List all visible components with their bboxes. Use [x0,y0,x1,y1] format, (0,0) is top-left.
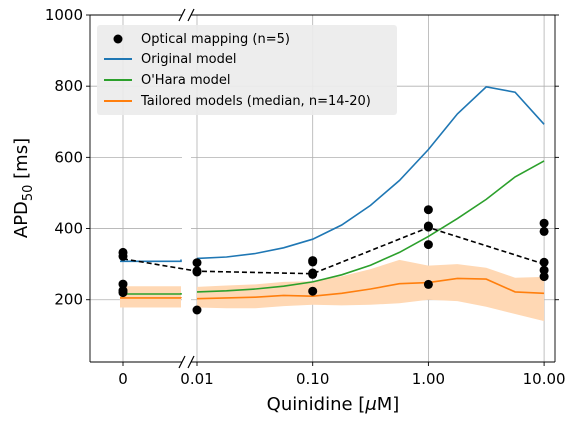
model-lines [120,86,545,300]
line-original-right [196,86,545,260]
x-tick-label: 0.10 [296,370,329,388]
y-tick-label: 600 [54,148,83,166]
line-ohara-left [120,293,182,295]
legend-box [97,25,397,115]
optical-median [122,226,545,275]
y-tick-label: 200 [54,291,83,309]
optical-point [539,226,549,236]
optical-point [423,205,433,215]
legend-label-optical: Optical mapping (n=5) [141,32,290,47]
legend-label-ohara: O'Hara model [141,73,230,88]
optical-point [423,222,433,232]
axes [89,8,556,369]
optical-point [192,258,202,268]
optical-point [308,269,318,279]
x-axis-label: Quinidine [μM] [267,394,400,415]
optical-median-line [122,226,545,275]
optical-point [539,272,549,282]
line-original-left [120,259,182,263]
y-tick-label: 400 [54,220,83,238]
x-tick-label: 1.00 [412,370,445,388]
optical-point [118,251,128,261]
axis-break-mark [187,355,195,369]
optical-point [192,305,202,315]
x-tick-label: 0.01 [180,370,213,388]
axis-break-mark [187,8,195,22]
optical-point [308,286,318,296]
axis-break-mark [178,8,186,22]
legend-label-tailored: Tailored models (median, n=14-20) [140,94,371,109]
x-tick-label: 0 [118,370,128,388]
line-tailored-right [196,277,545,300]
tailored-band [120,259,545,322]
tailored-band-right [197,259,545,322]
legend-marker-optical [113,34,123,44]
optical-point [423,279,433,289]
optical-point [539,218,549,228]
y-tick-label: 800 [54,77,83,95]
x-tick-label: 10.00 [523,370,566,388]
optical-point [192,267,202,277]
ticks: 200 400 600 800 1000 0 0.01 0.10 1.00 10.00 [45,6,566,388]
optical-point [423,240,433,250]
y-tick-label: 1000 [45,6,83,24]
line-ohara-right [196,160,545,293]
optical-point [539,265,549,275]
y-axis-label: APD50 [ms] [11,138,36,238]
axis-break-mark [178,355,186,369]
tailored-band-left [120,285,181,308]
legend: Optical mapping (n=5) Original model O'H… [97,25,397,115]
optical-points [118,205,549,315]
optical-point [539,257,549,267]
optical-point [308,257,318,267]
optical-point [118,288,128,298]
optical-point [118,279,128,289]
legend-label-original: Original model [141,52,236,67]
